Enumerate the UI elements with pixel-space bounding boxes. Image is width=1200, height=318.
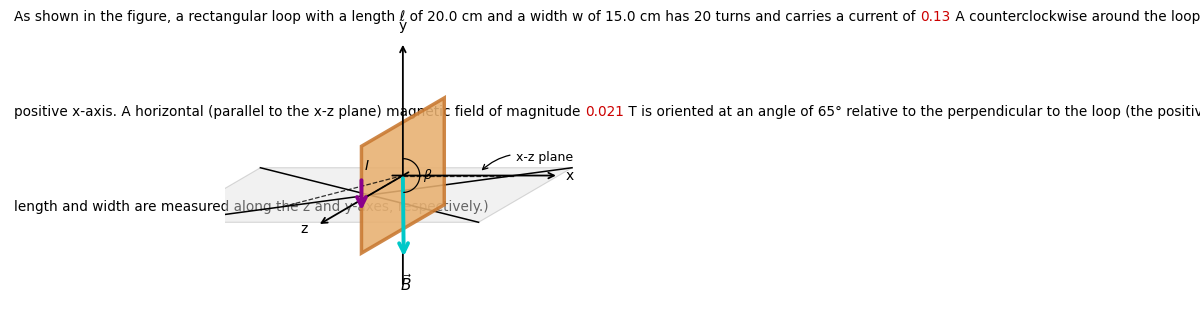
Text: positive x-axis. A horizontal (parallel to the x-z plane) magnetic field of magn: positive x-axis. A horizontal (parallel … xyxy=(14,105,586,119)
Text: length and width are measured along the z and y-axes, respectively.): length and width are measured along the … xyxy=(14,200,490,214)
Text: T is oriented at an angle of 65° relative to the perpendicular to the loop (the : T is oriented at an angle of 65° relativ… xyxy=(624,105,1200,119)
Text: 0.13: 0.13 xyxy=(920,10,950,24)
Text: $\beta$: $\beta$ xyxy=(422,167,433,184)
Polygon shape xyxy=(167,168,572,222)
Text: y: y xyxy=(398,19,407,33)
Text: A counterclockwise around the loop when viewed from: A counterclockwise around the loop when … xyxy=(950,10,1200,24)
Text: 0.021: 0.021 xyxy=(586,105,624,119)
Text: $\vec{B}$: $\vec{B}$ xyxy=(400,273,412,294)
Polygon shape xyxy=(361,98,444,253)
Text: I: I xyxy=(365,159,370,173)
Text: z: z xyxy=(300,222,307,236)
Text: x: x xyxy=(565,169,574,183)
Text: x-z plane: x-z plane xyxy=(482,151,572,169)
Text: As shown in the figure, a rectangular loop with a length ℓ of 20.0 cm and a widt: As shown in the figure, a rectangular lo… xyxy=(14,10,920,24)
